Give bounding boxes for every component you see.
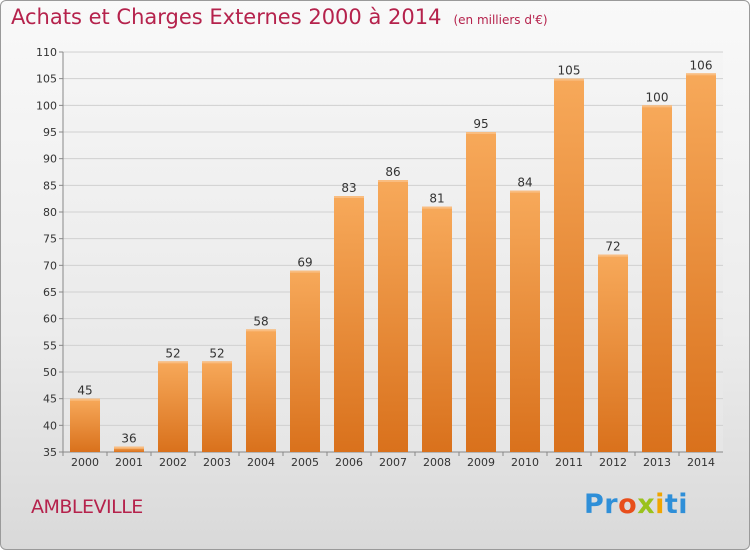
y-tick-label: 100	[36, 99, 57, 112]
x-tick-label: 2002	[159, 456, 187, 469]
bar-top-edge	[642, 105, 672, 108]
x-tick-label: 2009	[467, 456, 495, 469]
bar-top-edge	[70, 398, 100, 401]
title-text: Achats et Charges Externes 2000 à 2014	[11, 5, 442, 29]
bar-top-edge	[686, 73, 716, 76]
logo-letter: o	[618, 489, 638, 520]
bar	[378, 180, 408, 452]
x-axis-ticks: 2000 2001 2002 2003 2004 2005 2006 2007 2008 2009…	[62, 452, 715, 469]
y-tick-label: 90	[43, 153, 57, 166]
data-label: 69	[297, 256, 312, 270]
y-tick-label: 60	[43, 313, 57, 326]
x-tick-label: 2011	[555, 456, 583, 469]
x-tick-label: 2005	[291, 456, 319, 469]
data-label: 52	[209, 346, 224, 360]
chart-title: Achats et Charges Externes 2000 à 2014 (e…	[11, 5, 548, 29]
proxiti-logo: Proxiti	[584, 489, 688, 520]
bar-top-edge	[246, 329, 276, 332]
bar	[114, 446, 144, 452]
logo-letter: i	[678, 489, 689, 520]
x-tick-label: 2013	[643, 456, 671, 469]
y-tick-label: 75	[43, 233, 57, 246]
data-label: 105	[558, 64, 581, 78]
y-tick-label: 50	[43, 366, 57, 379]
data-label: 84	[517, 176, 532, 190]
x-tick-label: 2001	[115, 456, 143, 469]
bar	[466, 132, 496, 452]
data-label: 83	[341, 181, 356, 195]
bar	[246, 329, 276, 452]
bar	[70, 398, 100, 452]
data-labels: 45 36 52 52 58 69 83 86 81 95 84 105 72 100 106	[77, 58, 712, 445]
logo-letter: r	[604, 489, 619, 520]
bar	[290, 270, 320, 452]
data-label: 106	[690, 58, 713, 72]
data-label: 86	[385, 165, 400, 179]
logo-letter: t	[664, 489, 679, 520]
y-tick-label: 65	[43, 286, 57, 299]
logo-letter: i	[655, 489, 665, 520]
bar-top-edge	[334, 196, 364, 198]
bar	[642, 105, 672, 452]
y-tick-label: 35	[43, 446, 57, 459]
bar-top-edge	[114, 446, 144, 449]
data-label: 100	[646, 90, 669, 104]
bar-top-edge	[422, 206, 452, 209]
y-tick-label: 45	[43, 393, 57, 406]
x-tick-label: 2000	[71, 456, 99, 469]
bar	[598, 254, 628, 452]
bar	[686, 73, 716, 452]
bar-top-edge	[554, 78, 584, 81]
bar-top-edge	[598, 254, 628, 257]
data-label: 95	[473, 117, 488, 131]
bar-top-edge	[290, 270, 320, 273]
y-tick-label: 105	[36, 73, 57, 86]
bar-top-edge	[158, 361, 188, 364]
x-tick-label: 2014	[687, 456, 715, 469]
logo-letter: x	[637, 489, 656, 520]
data-label: 52	[165, 346, 180, 360]
x-tick-label: 2006	[335, 456, 363, 469]
y-tick-label: 40	[43, 419, 57, 432]
bar-top-edge	[202, 361, 232, 364]
data-label: 45	[77, 384, 92, 398]
bar	[554, 78, 584, 453]
y-tick-label: 85	[43, 179, 57, 192]
bars	[70, 73, 716, 453]
y-tick-label: 80	[43, 206, 57, 219]
x-tick-label: 2010	[511, 456, 539, 469]
data-label: 81	[429, 192, 444, 206]
data-label: 72	[605, 240, 620, 254]
bar	[422, 206, 452, 452]
x-tick-label: 2008	[423, 456, 451, 469]
data-label: 58	[253, 314, 268, 328]
x-tick-label: 2004	[247, 456, 275, 469]
bar	[334, 196, 364, 452]
x-tick-label: 2012	[599, 456, 627, 469]
y-tick-label: 110	[36, 46, 57, 59]
bar	[158, 361, 188, 452]
x-tick-label: 2003	[203, 456, 231, 469]
logo-letter: P	[584, 489, 605, 520]
y-tick-label: 95	[43, 126, 57, 139]
bar-top-edge	[510, 190, 540, 193]
bar	[510, 190, 540, 452]
bar-top-edge	[378, 180, 408, 182]
bar-top-edge	[466, 132, 496, 134]
data-label: 36	[121, 432, 136, 446]
x-tick-label: 2007	[379, 456, 407, 469]
title-unit: (en milliers d'€)	[453, 13, 548, 27]
y-tick-label: 70	[43, 259, 57, 272]
y-tick-label: 55	[43, 339, 57, 352]
commune-name: AMBLEVILLE	[31, 496, 143, 518]
bar	[202, 361, 232, 452]
